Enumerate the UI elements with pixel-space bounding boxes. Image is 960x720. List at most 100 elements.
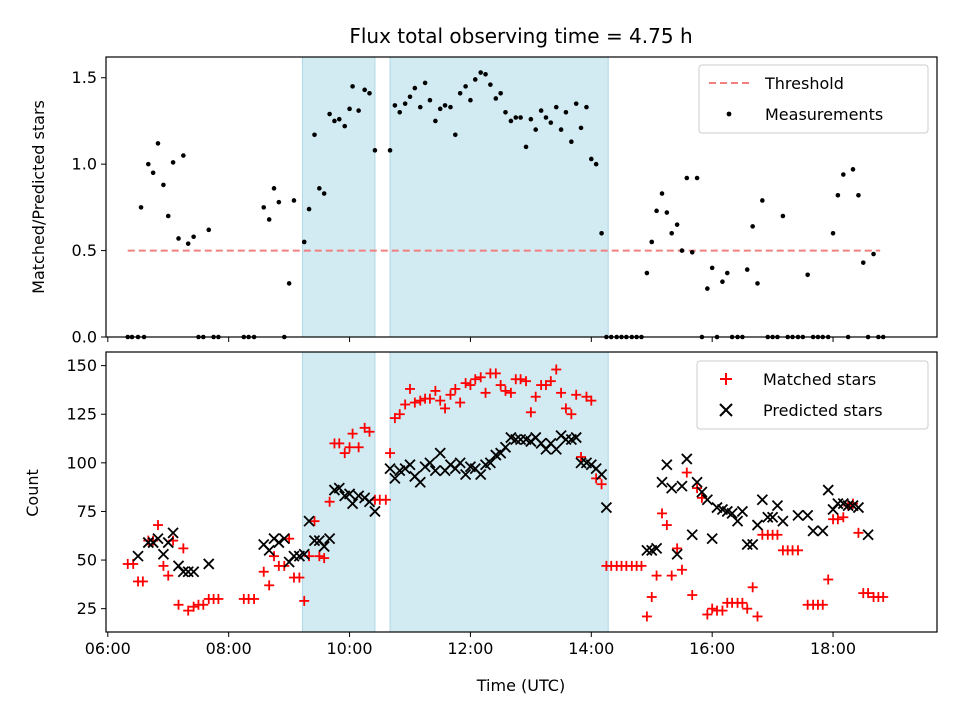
predicted-x-b [706, 533, 718, 545]
bottom-axes-frame [105, 351, 938, 633]
predicted-x-b [762, 511, 774, 523]
measurement-point [362, 87, 367, 93]
matched-star-point [556, 387, 567, 398]
measurement-point [503, 110, 508, 115]
top-x-ticks [107, 337, 834, 342]
matched-star-point [152, 520, 163, 531]
measurement-point [170, 160, 176, 165]
predicted-x-b [721, 505, 733, 518]
predicted-star-point [203, 558, 215, 570]
predicted-star-point [499, 441, 512, 453]
matched-star-point [636, 560, 647, 571]
predicted-x-b [716, 503, 729, 516]
observing-window-2 [389, 56, 609, 338]
predicted-star-point [686, 529, 698, 541]
predicted-x-b [807, 525, 819, 537]
measurement-point [457, 90, 463, 96]
predicted-x-b [389, 472, 401, 485]
predicted-star-point [736, 505, 749, 518]
measurement-point [543, 115, 549, 120]
measurement-point [578, 125, 584, 131]
matched-star-point [198, 599, 209, 610]
measurement-point [679, 248, 685, 253]
predicted-star-point [177, 566, 189, 578]
predicted-star-point [691, 476, 703, 488]
matched-star-point [415, 395, 426, 406]
predicted-x-b [751, 519, 764, 531]
predicted-x-b [343, 488, 356, 500]
matched-star-point [525, 407, 536, 418]
predicted-x-b [595, 468, 608, 481]
matched-star-point [661, 520, 672, 531]
legend-matched-swatch [720, 373, 732, 385]
matched-star-point [838, 512, 849, 523]
x-tick-label: 06:00 [85, 639, 131, 658]
predicted-star-point [666, 482, 678, 494]
matched-star-point [772, 529, 783, 540]
matched-star-point [324, 496, 335, 507]
x-tick-label: 10:00 [327, 639, 373, 658]
matched-star-point [284, 533, 295, 544]
matched-star-point [460, 378, 471, 389]
measurement-point [689, 250, 695, 255]
measurement-point [150, 170, 156, 176]
predicted-x-b [736, 505, 749, 518]
predicted-star-point [132, 550, 144, 562]
predicted-star-point [656, 476, 668, 488]
predicted-star-point [187, 566, 200, 578]
predicted-star-point [152, 533, 164, 545]
predicted-star-point [807, 525, 819, 537]
bottom-legend: Matched stars Predicted stars [696, 360, 929, 430]
matched-star-point [435, 395, 446, 406]
predicted-star-point [595, 468, 608, 481]
predicted-x-b [414, 476, 426, 488]
matched-star-point [566, 409, 577, 420]
top-y-axis-label: Matched/Predicted stars [29, 100, 48, 294]
measurement-point [669, 230, 674, 236]
predicted-x-b [464, 461, 477, 473]
predicted-x-b [323, 533, 336, 545]
y-tick-label: 1.0 [72, 155, 97, 174]
matched-star-point [364, 426, 375, 437]
measurement-point [146, 161, 151, 167]
measurement-point [402, 101, 408, 106]
measurement-point [185, 241, 191, 246]
predicted-x-b [475, 468, 487, 481]
predicted-star-point [346, 498, 359, 510]
predicted-x-b [308, 534, 321, 547]
predicted-star-point [510, 433, 522, 446]
predicted-x-b [847, 499, 859, 512]
legend-measurements-label: Measurements [765, 105, 883, 124]
predicted-x-b [535, 437, 547, 450]
measurement-point [664, 210, 670, 215]
matched-star-point [188, 601, 199, 612]
predicted-x-b [162, 536, 174, 549]
measurement-point [347, 106, 352, 112]
measurement-point [191, 234, 196, 240]
matched-star-point [137, 576, 148, 587]
predicted-star-point [157, 548, 170, 560]
matched-star-point [500, 385, 511, 396]
bottom-plot-area [122, 364, 889, 622]
measurement-point [694, 175, 700, 181]
predicted-x-b [530, 431, 542, 444]
matched-star-point [521, 376, 532, 387]
predicted-x-b [346, 498, 359, 510]
matched-star-point [455, 397, 466, 408]
measurement-point [705, 286, 710, 291]
matched-star-point [264, 580, 275, 591]
predicted-x-b [817, 525, 829, 537]
matched-star-point [591, 473, 602, 484]
matched-star-point [163, 570, 174, 581]
matched-star-point [687, 590, 698, 601]
predicted-x-b [142, 536, 154, 549]
measurement-point [684, 175, 690, 181]
matched-star-point [545, 376, 556, 387]
matched-star-point [430, 385, 441, 396]
predicted-star-point [303, 515, 315, 527]
x-tick-label: 08:00 [206, 639, 252, 658]
predicted-star-point [167, 527, 179, 539]
predicted-star-point [661, 459, 673, 471]
predicted-star-point [817, 525, 829, 537]
measurement-point [593, 161, 599, 167]
